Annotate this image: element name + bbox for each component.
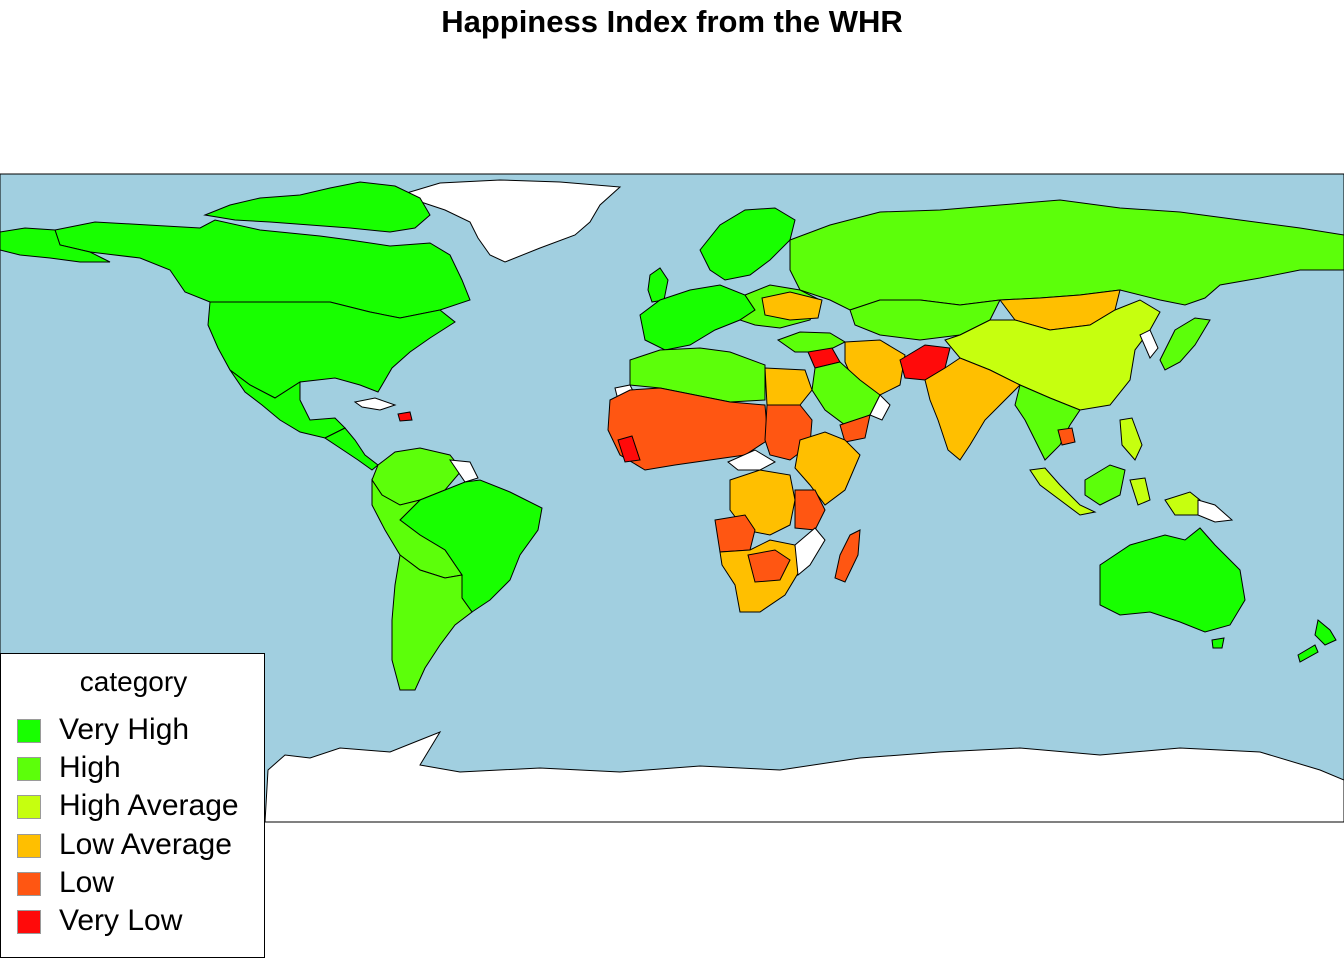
region-new-zealand xyxy=(1297,619,1337,663)
map-title: Happiness Index from the WHR xyxy=(441,4,903,39)
region-antarctica xyxy=(264,730,1344,823)
region-east-africa-low xyxy=(794,489,826,531)
region-india xyxy=(924,357,1021,461)
legend-swatch xyxy=(17,795,41,819)
legend-swatch xyxy=(17,910,41,934)
legend-label: Very High xyxy=(59,713,190,746)
region-malay-sumatra xyxy=(1029,467,1097,516)
region-australia xyxy=(1099,527,1246,633)
region-indonesia-east xyxy=(1129,477,1151,506)
region-canada xyxy=(54,219,471,319)
legend-swatch xyxy=(17,757,41,781)
region-yemen xyxy=(839,414,871,443)
legend-swatch xyxy=(17,719,41,743)
region-ethiopia-somalia xyxy=(794,431,861,506)
region-west-africa-vl xyxy=(617,435,641,463)
region-cuba xyxy=(353,397,397,411)
region-haiti xyxy=(397,411,413,422)
region-chile-argentina xyxy=(391,554,473,691)
region-papua xyxy=(1197,499,1234,523)
legend-label: Low Average xyxy=(59,828,232,861)
region-angola xyxy=(714,514,756,553)
region-mexico xyxy=(229,369,346,439)
legend-label: Very Low xyxy=(59,904,183,937)
region-peru-bolivia xyxy=(371,478,463,579)
region-japan xyxy=(1159,317,1211,371)
legend-label: High xyxy=(59,751,121,784)
region-madagascar xyxy=(834,529,861,583)
legend-swatch xyxy=(17,834,41,858)
map-legend: category Very High High High Average Low… xyxy=(0,653,265,958)
region-alaska xyxy=(0,227,111,263)
region-tasmania xyxy=(1211,637,1225,649)
region-canada-islands xyxy=(203,181,431,233)
legend-title: category xyxy=(79,666,188,697)
legend-label: High Average xyxy=(59,789,239,822)
region-korea xyxy=(1139,329,1159,359)
region-central-africa-nodata xyxy=(727,449,777,471)
region-mozambique xyxy=(794,527,826,576)
region-southeast-asia xyxy=(1014,384,1081,461)
region-ukraine xyxy=(761,291,823,321)
legend-label: Low xyxy=(59,866,115,899)
region-philippines xyxy=(1119,417,1143,461)
region-guianas xyxy=(448,459,479,483)
region-cambodia xyxy=(1057,427,1076,446)
region-borneo xyxy=(1084,464,1126,506)
legend-swatch xyxy=(17,872,41,896)
region-greenland xyxy=(398,179,622,263)
region-egypt xyxy=(764,367,813,406)
region-oman xyxy=(869,394,891,421)
region-southern-africa-low xyxy=(747,549,791,583)
